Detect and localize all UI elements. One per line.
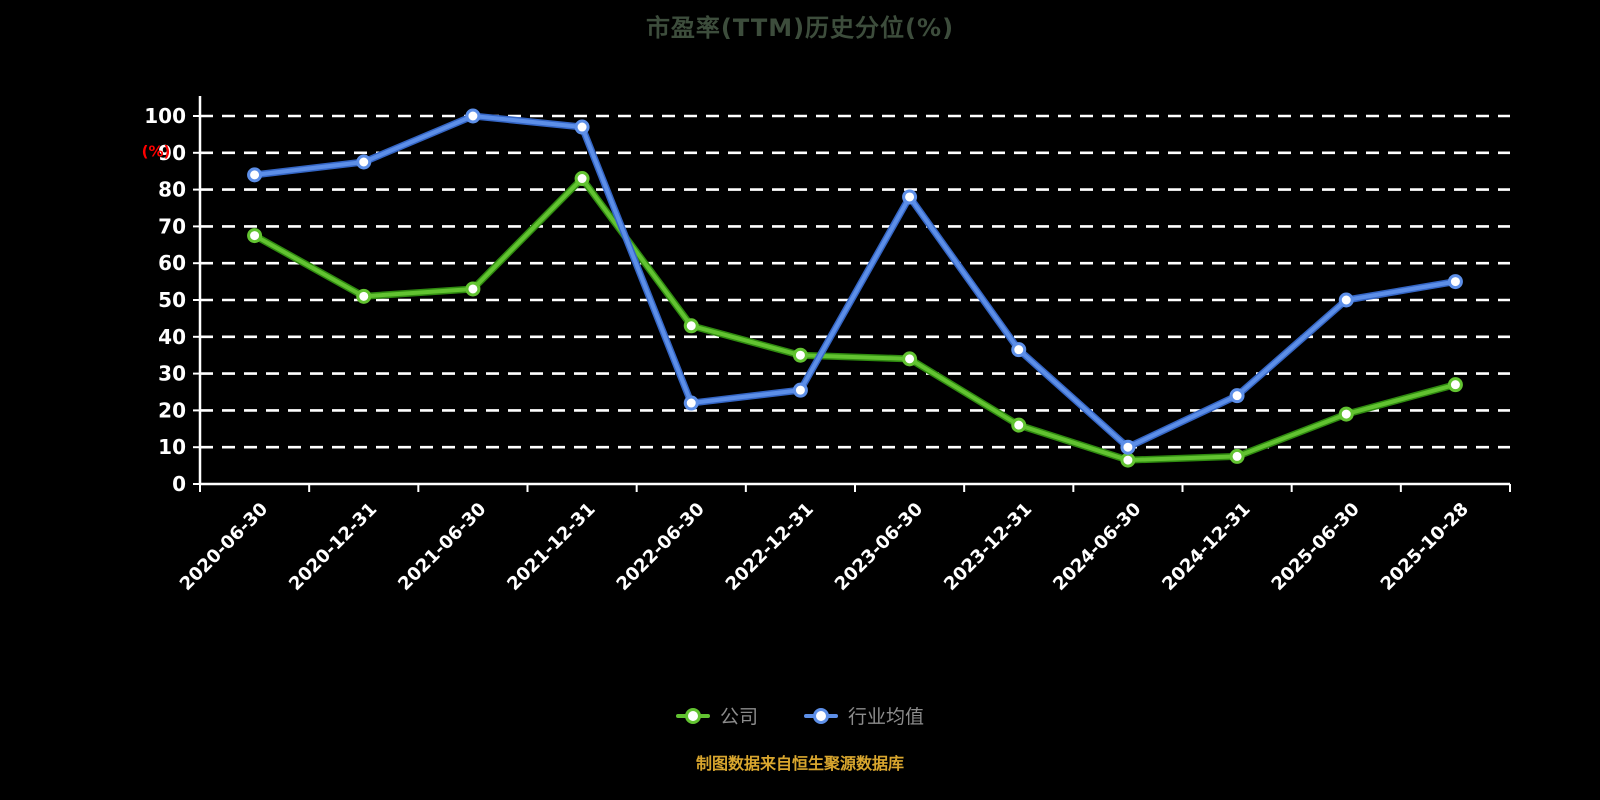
y-axis-tick-label: 70 [158,214,186,238]
series-line-0 [252,176,1458,463]
y-axis-tick-label: 20 [158,398,186,422]
data-point-marker[interactable] [1338,292,1354,308]
data-source-note: 制图数据来自恒生聚源数据库 [695,754,904,773]
y-axis-tick-label: 60 [158,251,186,275]
data-point-marker[interactable] [792,382,808,398]
data-point-marker[interactable] [1229,448,1245,464]
legend-item-industry-average[interactable]: 行业均值 [804,702,924,729]
x-axis-category-label: 2025-06-30 [1268,499,1364,595]
chart-title: 市盈率(TTM)历史分位(%) [645,14,955,42]
series-line-1 [252,114,1458,450]
x-axis-category-label: 2021-12-31 [503,499,599,595]
data-point-marker[interactable] [1447,274,1463,290]
legend: 公司 行业均值 [0,702,1600,729]
legend-label-industry-average: 行业均值 [848,706,925,728]
x-axis-category-label: 2020-12-31 [285,499,381,595]
data-point-marker[interactable] [465,281,481,297]
x-axis-category-label: 2022-12-31 [722,499,818,595]
y-axis-tick-label: 40 [158,325,186,349]
industry-series-marker-icon [804,707,838,724]
data-point-marker[interactable] [1338,406,1354,422]
data-point-marker[interactable] [247,228,263,244]
data-point-marker[interactable] [902,351,918,367]
series-line-outline-1 [251,112,1459,451]
series-line-outline-0 [251,175,1459,464]
data-point-marker[interactable] [1447,377,1463,393]
x-axis-category-label: 2023-12-31 [940,499,1036,595]
legend-item-company[interactable]: 公司 [675,702,758,729]
data-point-marker[interactable] [683,395,699,411]
data-point-marker[interactable] [574,171,590,187]
y-axis-tick-label: 10 [158,435,186,459]
y-axis-tick-label: 100 [144,104,186,128]
data-point-marker[interactable] [902,189,918,205]
company-series-marker-icon [675,707,710,724]
x-axis-category-label: 2024-12-31 [1158,499,1254,595]
data-point-marker[interactable] [574,119,590,135]
x-axis-category-label: 2024-06-30 [1049,499,1145,595]
y-axis-tick-label: 80 [158,178,186,202]
y-axis-tick-label: 50 [158,288,186,312]
y-axis-unit-label: (%) [142,142,171,160]
y-axis-tick-label: 30 [158,362,186,386]
x-axis-category-label: 2025-10-28 [1377,499,1473,595]
data-point-marker[interactable] [683,318,699,334]
data-point-marker[interactable] [356,288,372,304]
y-axis-tick-label: 90 [158,141,186,165]
data-point-marker[interactable] [1229,388,1245,404]
data-point-marker[interactable] [1011,342,1027,358]
data-point-marker[interactable] [1120,452,1136,468]
x-axis-category-label: 2023-06-30 [831,499,927,595]
x-axis-category-label: 2020-06-30 [176,499,272,595]
data-point-marker[interactable] [465,108,481,124]
data-point-marker[interactable] [1120,439,1136,455]
x-axis-category-label: 2022-06-30 [613,499,709,595]
x-axis-category-label: 2021-06-30 [394,499,490,595]
data-point-marker[interactable] [356,154,372,170]
data-point-marker[interactable] [792,347,808,363]
data-point-marker[interactable] [1011,417,1027,433]
data-point-marker[interactable] [247,167,263,183]
y-axis-tick-label: 0 [172,472,186,496]
legend-label-company: 公司 [719,706,758,728]
